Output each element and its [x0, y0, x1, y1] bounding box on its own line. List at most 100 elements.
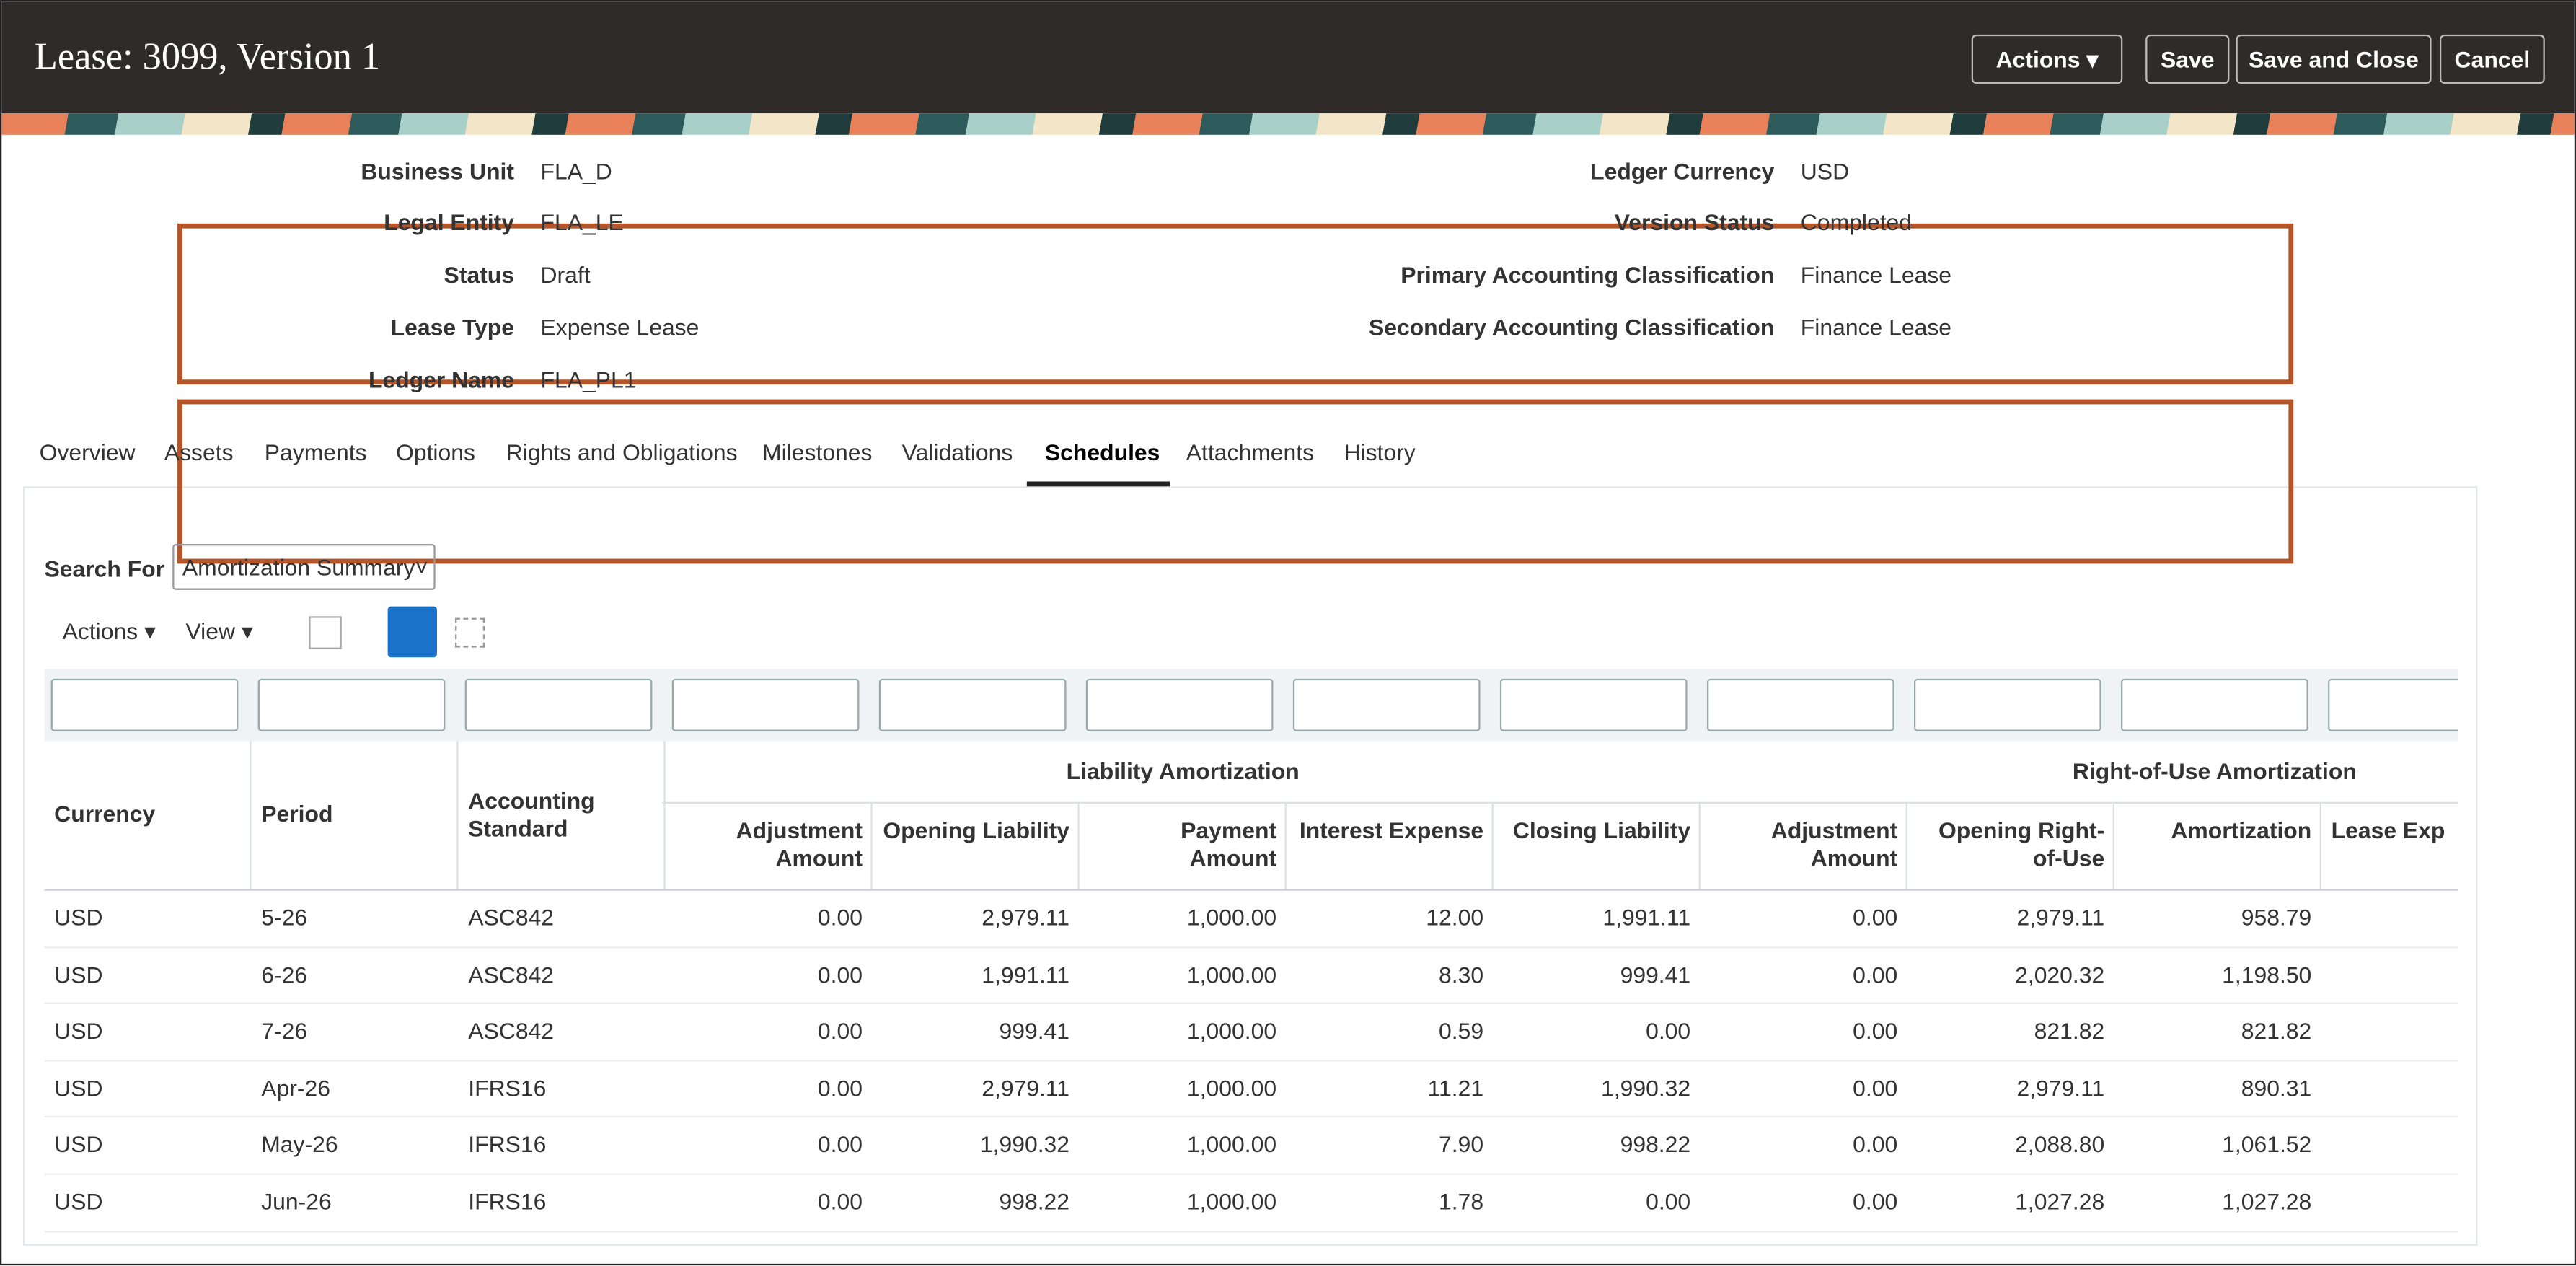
column-header: Period: [261, 800, 333, 827]
table-cell: 0.00: [817, 903, 863, 931]
icon-button[interactable]: [455, 617, 485, 648]
table-cell: IFRS16: [468, 1131, 547, 1158]
tab[interactable]: History: [1344, 439, 1416, 465]
table-cell: 1,990.32: [1601, 1074, 1691, 1101]
column-divider: [456, 741, 459, 889]
filter-input[interactable]: [257, 678, 446, 731]
table-cell: 998.22: [1620, 1131, 1691, 1158]
button[interactable]: Cancel: [2439, 34, 2545, 84]
column-divider: [1698, 803, 1701, 889]
field-label: Secondary Accounting Classification: [1368, 314, 1775, 340]
icon-button[interactable]: [387, 606, 437, 658]
table-cell: 890.31: [2241, 1074, 2312, 1101]
table-cell: USD: [54, 1017, 103, 1045]
table-cell: Jun-26: [261, 1188, 332, 1215]
table-cell: 7-26: [261, 1017, 308, 1045]
field-value: FLA_PL1: [540, 366, 637, 393]
highlight-box: [177, 399, 2294, 564]
table-cell: USD: [54, 1131, 103, 1158]
row-rule: [44, 1173, 2458, 1175]
table-cell: 6-26: [261, 960, 308, 988]
table-cell: 2,979.11: [2016, 903, 2105, 931]
button[interactable]: Save and Close: [2236, 34, 2432, 84]
field-label: Version Status: [1614, 208, 1775, 235]
toolbar-menu[interactable]: View ▾: [185, 617, 253, 645]
group-header: Right-of-Use Amortization: [2072, 757, 2357, 784]
table-cell: 958.79: [2241, 903, 2312, 931]
select-value: Amortization Summary: [182, 553, 415, 581]
field-value: USD: [1800, 157, 1850, 185]
menu-label: View: [185, 617, 235, 645]
filter-input[interactable]: [1499, 678, 1688, 731]
field-value: Draft: [540, 261, 591, 288]
tab[interactable]: Milestones: [762, 439, 873, 465]
table-cell: ASC842: [468, 960, 555, 988]
table-cell: 7.90: [1439, 1131, 1484, 1158]
filter-input[interactable]: [50, 678, 239, 731]
field-label: Primary Accounting Classification: [1401, 261, 1775, 288]
field-label: Business Unit: [361, 157, 515, 185]
table-cell: 2,979.11: [982, 1074, 1070, 1101]
filter-input[interactable]: [1085, 678, 1274, 731]
column-divider: [1077, 803, 1080, 889]
tab[interactable]: Rights and Obligations: [506, 439, 738, 465]
table-cell: 0.00: [817, 1017, 863, 1045]
table-cell: 1,027.28: [2015, 1188, 2105, 1215]
table-cell: 0.00: [1853, 1188, 1898, 1215]
table-cell: ASC842: [468, 1017, 555, 1045]
table-cell: 0.00: [817, 1074, 863, 1101]
table-cell: USD: [54, 1074, 103, 1101]
filter-input[interactable]: [878, 678, 1067, 731]
table-cell: 5-26: [261, 903, 308, 931]
button[interactable]: Actions ▾: [1971, 34, 2123, 84]
column-header: Amortization: [2171, 817, 2312, 843]
toolbar-menu[interactable]: Actions ▾: [62, 617, 156, 645]
field-value: FLA_LE: [540, 208, 624, 235]
filter-input[interactable]: [2328, 678, 2458, 731]
row-rule: [44, 946, 2458, 948]
column-divider: [2319, 803, 2321, 889]
table-cell: 1,991.11: [982, 960, 1070, 988]
table-cell: Apr-26: [261, 1074, 330, 1101]
highlight-box: [177, 223, 2294, 385]
column-header: Opening Liability: [883, 817, 1070, 843]
filter-input[interactable]: [1292, 678, 1481, 731]
filter-input[interactable]: [2121, 678, 2308, 731]
column-header: Opening Right-of-Use: [1938, 817, 2105, 871]
table-cell: 2,088.80: [2015, 1131, 2105, 1158]
filter-input[interactable]: [1913, 678, 2101, 731]
tab[interactable]: Assets: [164, 439, 234, 465]
table-cell: 1,198.50: [2222, 960, 2312, 988]
table-cell: 1,991.11: [1602, 903, 1691, 931]
field-label: Legal Entity: [384, 208, 515, 235]
tab[interactable]: Attachments: [1186, 439, 1315, 465]
tab[interactable]: Overview: [39, 439, 136, 465]
table-cell: 0.00: [817, 1188, 863, 1215]
filter-input[interactable]: [671, 678, 860, 731]
menu-label: Actions: [62, 617, 138, 645]
icon-button[interactable]: [309, 616, 342, 649]
group-header: Liability Amortization: [1066, 757, 1300, 784]
table-cell: 0.00: [817, 1131, 863, 1158]
select[interactable]: Amortization Summary˅: [172, 544, 436, 590]
row-rule: [44, 1116, 2458, 1118]
tab[interactable]: Payments: [264, 439, 367, 465]
table-cell: 0.00: [1646, 1017, 1691, 1045]
tab[interactable]: Options: [396, 439, 475, 465]
column-header: Payment Amount: [1181, 817, 1277, 871]
column-header: Interest Expense: [1299, 817, 1484, 843]
tab[interactable]: Validations: [901, 439, 1013, 465]
filter-input[interactable]: [1706, 678, 1894, 731]
button-label: Cancel: [2454, 45, 2531, 73]
table-cell: 0.00: [1853, 1074, 1898, 1101]
table-cell: 1,000.00: [1186, 1131, 1277, 1158]
table-cell: 0.00: [1853, 1017, 1898, 1045]
button[interactable]: Save: [2145, 34, 2230, 84]
button-label: Actions: [1995, 45, 2081, 73]
header-rule: [44, 889, 2458, 891]
table-cell: ASC842: [468, 903, 555, 931]
field-value: Finance Lease: [1800, 261, 1952, 288]
filter-input[interactable]: [464, 678, 653, 731]
search-label: Search For: [44, 555, 165, 582]
tab[interactable]: Schedules: [1044, 439, 1160, 465]
